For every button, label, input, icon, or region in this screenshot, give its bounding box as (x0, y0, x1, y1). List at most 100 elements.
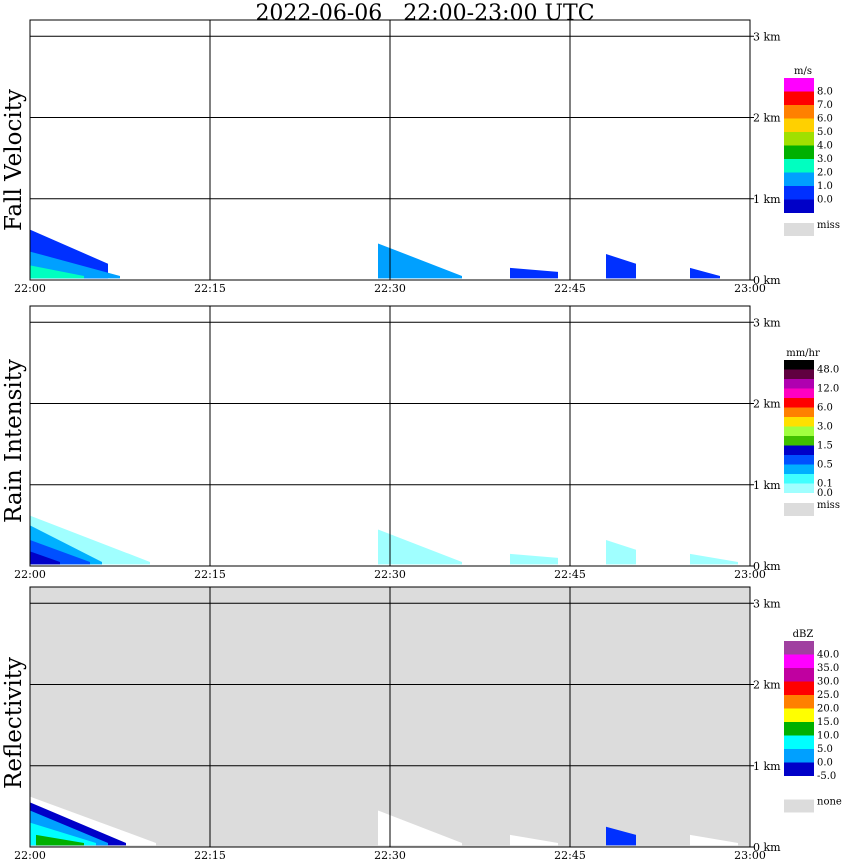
panel-2-echo-8 (690, 553, 738, 565)
panel-2-legend-swatch (784, 464, 814, 474)
panel-1-legend-miss-label: miss (817, 220, 840, 231)
panel-3-echo-5 (36, 834, 84, 846)
panel-1-echo-4 (378, 243, 462, 279)
panel-2-legend-swatch (784, 369, 814, 379)
panel-1-legend-label: 7.0 (817, 100, 833, 111)
panel-2-legend-miss-label: miss (817, 500, 840, 511)
panel-3-legend-miss-label: none (817, 797, 842, 808)
panel-3-legend-label: 35.0 (817, 663, 839, 674)
panel-3-legend-label: 0.0 (817, 758, 833, 769)
panel-1-ytick-label: 0 km (753, 274, 781, 287)
panel-3-legend-swatch (784, 695, 814, 709)
panel-3-legend-miss-swatch (784, 799, 814, 813)
panel-3-xtick-label: 22:45 (554, 849, 586, 862)
panel-2-xtick-label: 23:00 (734, 568, 766, 581)
panel-2-legend-label: 0.5 (817, 460, 833, 471)
panel-1-legend-swatch (784, 186, 814, 200)
panel-2-legend-label: 1.5 (817, 441, 833, 452)
panel-1-echo-5 (510, 267, 558, 279)
panel-1-legend-label: 1.0 (817, 181, 833, 192)
panel-2-echo-4 (30, 551, 60, 565)
panel-1-echo-7 (690, 267, 720, 279)
panel-1-xtick-label: 22:15 (194, 282, 226, 295)
panel-2-echo-6 (510, 553, 558, 565)
panel-1-legend-swatch (784, 159, 814, 173)
panel-1-legend-swatch (784, 145, 814, 159)
panel-3-legend-swatch (784, 668, 814, 682)
panel-3-legend-swatch (784, 735, 814, 749)
panel-2-legend-swatch (784, 426, 814, 436)
panel-3-legend-swatch (784, 722, 814, 736)
panel-2-legend-swatch (784, 417, 814, 427)
panel-2-legend-swatch (784, 445, 814, 455)
panel-2-legend-swatch (784, 436, 814, 446)
panel-3-legend-label: 30.0 (817, 677, 839, 688)
panel-3-legend-label: 15.0 (817, 717, 839, 728)
panel-1-legend-label: 8.0 (817, 87, 833, 98)
panel-1-xtick-label: 22:30 (374, 282, 406, 295)
panel-3-echo-9 (690, 834, 738, 846)
panel-2-xtick-label: 22:45 (554, 568, 586, 581)
panel-2-xtick-label: 22:15 (194, 568, 226, 581)
panel-3-echo-6 (378, 810, 462, 846)
panel-3-xtick-label: 22:30 (374, 849, 406, 862)
panel-1-legend-label: 5.0 (817, 127, 833, 138)
panel-2-legend-label: 0.1 (817, 479, 833, 490)
panel-3-legend-swatch (784, 776, 814, 790)
panel-3-xtick-label: 23:00 (734, 849, 766, 862)
panel-3-legend-swatch (784, 641, 814, 655)
panel-3-legend-label: -5.0 (817, 771, 836, 782)
panel-2-legend-swatch (784, 398, 814, 408)
panel-2-legend-label: 48.0 (817, 365, 839, 376)
panel-2-legend-label: 6.0 (817, 403, 833, 414)
panel-2-legend-label: 0.0 (817, 488, 833, 499)
panel-2-ytick-label: 1 km (753, 479, 781, 492)
panel-1-legend-label: 2.0 (817, 168, 833, 179)
panel-2-legend-swatch (784, 407, 814, 417)
panel-3-echo-8 (606, 826, 636, 846)
panel-3-legend-units: dBZ (793, 629, 814, 640)
panel-3-legend-swatch (784, 681, 814, 695)
panel-2-legend-miss-swatch (784, 503, 814, 516)
panel-1-echo-3 (30, 265, 84, 279)
panel-2-legend-swatch (784, 360, 814, 370)
panel-3-legend-label: 20.0 (817, 704, 839, 715)
panel-1-echo-6 (606, 254, 636, 279)
panel-1-legend-label: 3.0 (817, 154, 833, 165)
panel-2-legend-label: 3.0 (817, 422, 833, 433)
panel-2-xtick-label: 22:00 (14, 568, 46, 581)
panel-3-legend-label: 10.0 (817, 731, 839, 742)
panel-2-legend-swatch (784, 474, 814, 484)
panel-3-echo-7 (510, 834, 558, 846)
panel-3-legend-label: 5.0 (817, 744, 833, 755)
panel-1-ytick-label: 3 km (753, 30, 781, 43)
panel-2-legend-swatch (784, 483, 814, 493)
panel-2-legend-swatch (784, 455, 814, 465)
panel-1-xtick-label: 22:00 (14, 282, 46, 295)
panel-1-legend-swatch (784, 172, 814, 186)
panel-2-xtick-label: 22:30 (374, 568, 406, 581)
panel-3-ytick-label: 1 km (753, 760, 781, 773)
panel-1-legend-units: m/s (794, 66, 812, 77)
panel-2-legend-swatch (784, 388, 814, 398)
panel-2-legend-label: 12.0 (817, 384, 839, 395)
panel-3-legend-swatch (784, 654, 814, 668)
panel-3-legend-label: 40.0 (817, 650, 839, 661)
panel-1-ytick-label: 1 km (753, 193, 781, 206)
panel-1-legend-swatch (784, 132, 814, 146)
panel-2-ytick-label: 2 km (753, 398, 781, 411)
panel-1-legend-label: 0.0 (817, 195, 833, 206)
panel-1-legend-label: 6.0 (817, 114, 833, 125)
panel-1-legend-miss-swatch (784, 223, 814, 236)
panel-2-echo-5 (378, 529, 462, 565)
panel-1-ytick-label: 2 km (753, 112, 781, 125)
panel-3-ytick-label: 0 km (753, 841, 781, 854)
panel-1-frame (29, 19, 751, 281)
panel-3-legend-swatch (784, 708, 814, 722)
panel-3-legend-swatch (784, 749, 814, 763)
panel-3-legend-label: 25.0 (817, 690, 839, 701)
panel-3-xtick-label: 22:00 (14, 849, 46, 862)
panel-1-legend-label: 4.0 (817, 141, 833, 152)
panel-3-ytick-label: 2 km (753, 679, 781, 692)
